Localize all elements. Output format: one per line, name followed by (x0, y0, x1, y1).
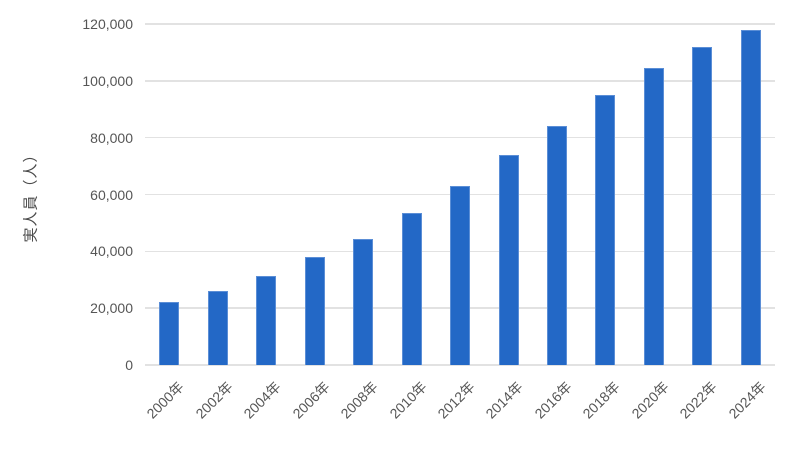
bar (401, 212, 422, 365)
bar (692, 46, 713, 365)
plot-area (145, 23, 775, 366)
gridline (145, 80, 775, 82)
bar (643, 68, 664, 365)
bar (159, 302, 180, 365)
bar-slot (678, 24, 726, 365)
bar (256, 275, 277, 365)
bar (304, 257, 325, 365)
bar-slot (339, 24, 387, 365)
y-tick-label: 120,000 (82, 16, 133, 32)
bar (595, 95, 616, 365)
bar (207, 291, 228, 365)
bar-slot (242, 24, 290, 365)
bar (450, 185, 471, 365)
bar-slot (145, 24, 193, 365)
bar-slot (533, 24, 581, 365)
bar-slot (630, 24, 678, 365)
bar-slot (387, 24, 435, 365)
bar (353, 238, 374, 365)
gridline (145, 136, 775, 139)
y-tick-label: 60,000 (90, 186, 133, 203)
y-tick-label: 40,000 (90, 243, 133, 260)
y-tick-label: 100,000 (82, 72, 133, 89)
bar (498, 154, 519, 365)
bar-slot (581, 24, 629, 365)
y-tick-label: 80,000 (90, 129, 133, 146)
bar-slot (727, 24, 775, 365)
y-tick-label: 20,000 (90, 300, 133, 317)
gridline (145, 23, 775, 25)
bar-series (145, 24, 775, 365)
gridline (145, 364, 775, 366)
y-tick-label: 0 (125, 357, 133, 373)
bar-slot (484, 24, 532, 365)
bar (740, 29, 761, 365)
bar-slot (436, 24, 484, 365)
bar-slot (290, 24, 338, 365)
bar-slot (193, 24, 241, 365)
bar (546, 126, 567, 365)
